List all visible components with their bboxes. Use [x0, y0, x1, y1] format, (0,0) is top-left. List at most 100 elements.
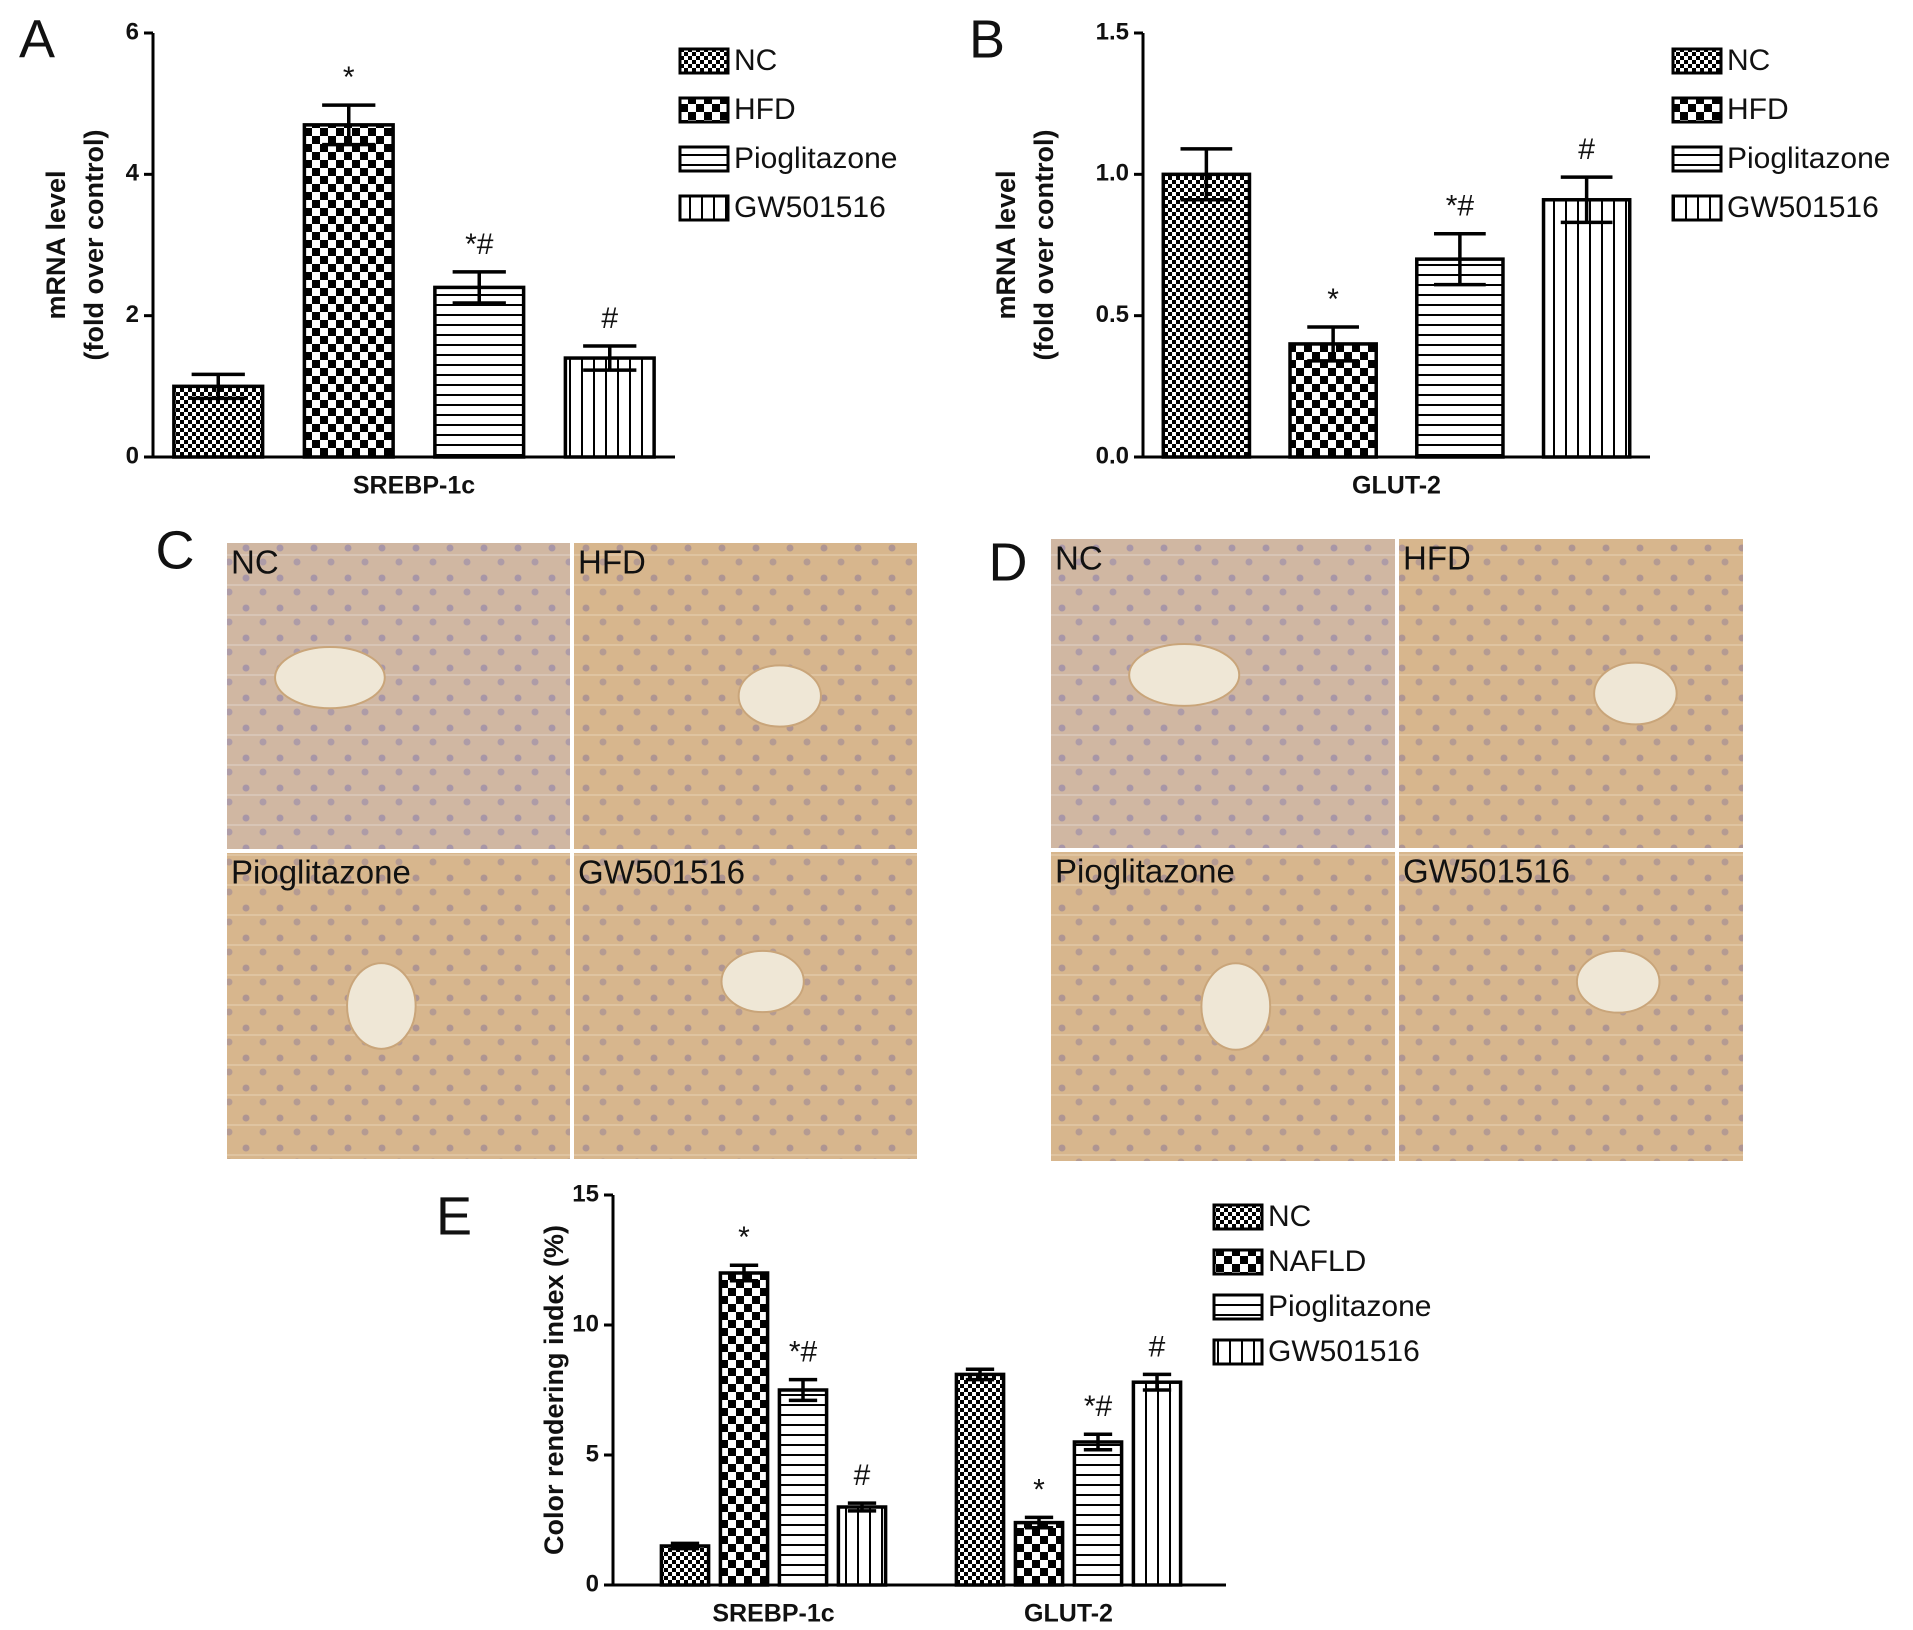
error-bar [1180, 147, 1233, 202]
legend-swatch [1212, 1203, 1264, 1231]
legend-label: NAFLD [1268, 1245, 1366, 1278]
y-tick-label: 0.0 [1096, 442, 1129, 469]
significance-mark: # [1149, 1330, 1166, 1363]
x-tick-label: SREBP-1c [712, 1600, 834, 1628]
bar [563, 356, 656, 459]
significance-mark: * [1033, 1473, 1045, 1506]
bar [1415, 257, 1505, 459]
bar [718, 1271, 770, 1587]
panel-letter: B [969, 9, 1005, 69]
y-tick-label: 10 [572, 1310, 599, 1337]
error-bar [847, 1501, 877, 1513]
y-tick-label: 4 [126, 160, 140, 187]
significance-mark: # [1578, 133, 1595, 166]
micrograph-tint [1399, 539, 1743, 848]
bar [954, 1372, 1006, 1587]
micrograph-tint [1399, 852, 1743, 1161]
chart: B 0.0 0.5 1.0 1.5 mRNA level (fold over contro… [969, 9, 1890, 499]
legend-label: Pioglitazone [1727, 142, 1890, 175]
vessel [1200, 962, 1272, 1051]
vessel [274, 646, 386, 710]
panel-letter: E [436, 1186, 472, 1246]
y-tick-label: 6 [126, 18, 139, 45]
vessel [1128, 643, 1241, 707]
y-tick-label: 1.5 [1096, 18, 1129, 45]
legend-label: NC [1727, 44, 1770, 77]
legend-swatch [1212, 1248, 1264, 1276]
bar [302, 123, 395, 459]
error-bar [670, 1541, 700, 1551]
bar [836, 1505, 888, 1587]
micrograph-tint [227, 543, 570, 849]
bar [1131, 1380, 1183, 1587]
y-tick-label: 0.5 [1096, 301, 1129, 328]
legend-swatch [1671, 145, 1723, 173]
panel-letter: A [19, 9, 55, 69]
legend-label: GW501516 [1727, 191, 1879, 224]
significance-mark: *# [1446, 190, 1475, 223]
legend-label: HFD [734, 93, 796, 126]
micrograph [1399, 539, 1743, 848]
significance-mark: *# [1084, 1390, 1113, 1423]
vessel [346, 962, 417, 1050]
legend-label: GW501516 [1268, 1335, 1420, 1368]
error-bar [1083, 1432, 1113, 1452]
bar [777, 1388, 829, 1587]
micrograph [227, 543, 570, 849]
legend-swatch [1671, 194, 1723, 222]
error-bar [729, 1263, 759, 1283]
micrograph-label: GW501516 [578, 854, 745, 891]
x-tick-label: GLUT-2 [1024, 1600, 1113, 1628]
significance-mark: * [738, 1221, 750, 1254]
y-tick-label: 2 [126, 301, 139, 328]
micrograph-label: NC [231, 544, 279, 581]
significance-mark: *# [789, 1336, 818, 1369]
micrograph-label: HFD [578, 544, 646, 581]
error-bar [1560, 175, 1613, 225]
y-tick-label: 15 [572, 1180, 599, 1207]
legend-label: Pioglitazone [734, 142, 897, 175]
vessel [1575, 949, 1661, 1014]
panel-letter: D [989, 532, 1028, 592]
micrograph-label: HFD [1403, 540, 1471, 577]
significance-mark: * [343, 61, 355, 94]
legend-label: NC [1268, 1200, 1311, 1233]
legend-label: GW501516 [734, 191, 886, 224]
significance-mark: # [601, 302, 618, 335]
y-tick-label: 5 [586, 1440, 599, 1467]
legend-swatch [1212, 1293, 1264, 1321]
panel-letter: C [156, 520, 195, 580]
y-axis-label: mRNA level [991, 170, 1021, 319]
error-bar [1434, 231, 1486, 287]
micrograph-label: Pioglitazone [1055, 853, 1235, 890]
significance-mark: # [854, 1459, 871, 1492]
y-axis-label: Color rendering index (%) [539, 1225, 569, 1555]
y-axis-label: (fold over control) [79, 130, 109, 361]
legend-swatch [1671, 47, 1723, 75]
error-bar [322, 103, 376, 147]
legend-label: NC [734, 44, 777, 77]
error-bar [191, 372, 245, 401]
error-bar [1142, 1372, 1172, 1392]
bar [1161, 172, 1252, 459]
significance-mark: * [1327, 283, 1339, 316]
bar [433, 285, 526, 459]
error-bar [788, 1377, 818, 1403]
micrograph-panel: C NC HFD Pioglitazone GW501516 [156, 520, 917, 1159]
bar [1288, 342, 1378, 459]
y-axis-label: mRNA level [41, 170, 71, 319]
legend-swatch [1212, 1338, 1264, 1366]
error-bar [1307, 325, 1359, 363]
vessel [737, 664, 822, 728]
legend-swatch [678, 145, 730, 173]
error-bar [965, 1367, 995, 1382]
y-tick-label: 1.0 [1096, 160, 1129, 187]
micrograph-label: NC [1055, 540, 1103, 577]
bar [1072, 1440, 1124, 1587]
x-tick-label: GLUT-2 [1352, 472, 1441, 500]
legend-swatch [678, 96, 730, 124]
y-tick-label: 0 [586, 1570, 599, 1597]
legend-swatch [678, 194, 730, 222]
significance-mark: *# [465, 228, 494, 261]
